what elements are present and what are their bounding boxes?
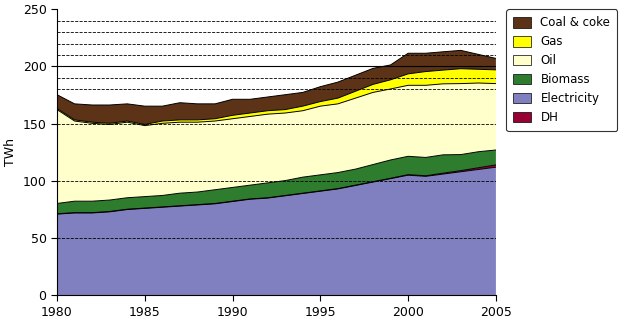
Legend: Coal & coke, Gas, Oil, Biomass, Electricity, DH: Coal & coke, Gas, Oil, Biomass, Electric…	[506, 9, 618, 131]
Y-axis label: TWh: TWh	[4, 138, 17, 166]
